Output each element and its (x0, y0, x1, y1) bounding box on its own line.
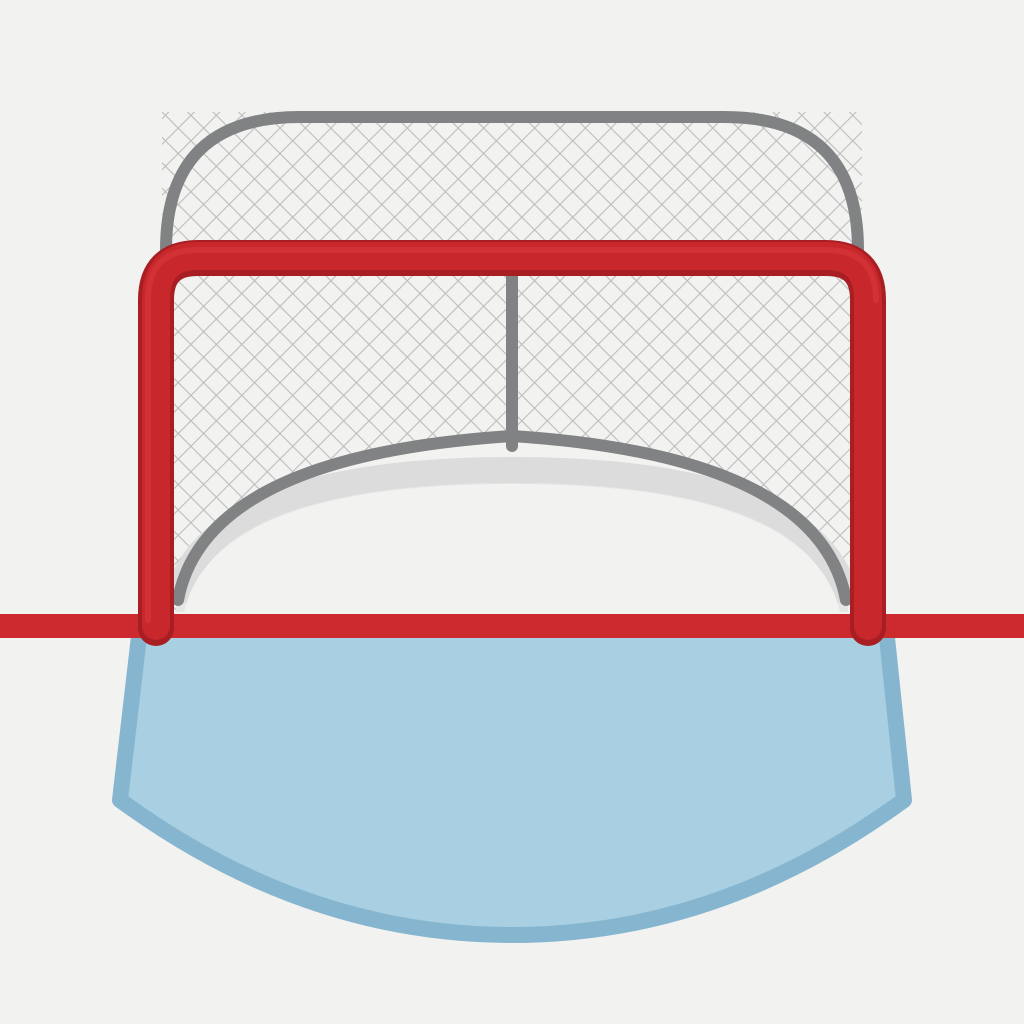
hockey-net-icon (160, 111, 864, 612)
net-back-frame (160, 111, 864, 268)
goal-crease-icon (112, 620, 912, 943)
net-floor (184, 484, 840, 612)
net-base-pad (163, 456, 861, 604)
goal-frame (138, 240, 886, 646)
net-base-frame (172, 429, 852, 606)
